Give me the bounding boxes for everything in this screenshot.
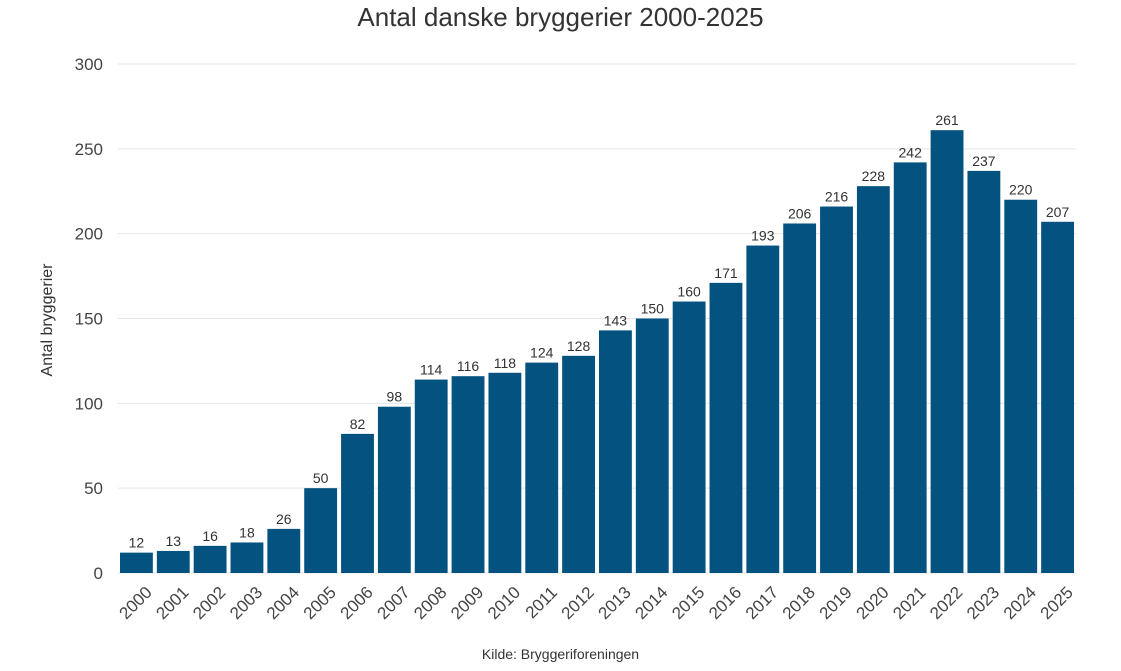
bar-2005: [304, 488, 338, 573]
x-tick-label: 2013: [595, 583, 635, 623]
y-tick-label: 150: [75, 310, 103, 329]
bar-2018: [783, 223, 817, 573]
data-label: 216: [825, 189, 849, 205]
x-tick-label: 2025: [1037, 583, 1077, 623]
bar-2001: [156, 550, 190, 573]
bar-2025: [1041, 221, 1074, 574]
x-tick-label: 2016: [705, 583, 745, 623]
x-tick-label: 2004: [263, 583, 303, 623]
x-tick-label: 2001: [152, 583, 192, 623]
bar-2017: [746, 245, 780, 573]
data-label: 128: [567, 338, 591, 354]
data-label: 237: [972, 153, 996, 169]
data-label: 82: [350, 416, 366, 432]
y-tick-label: 250: [75, 140, 103, 159]
y-tick-label: 300: [75, 55, 103, 74]
y-tick-label: 100: [75, 394, 103, 413]
x-tick-label: 2024: [1000, 583, 1040, 623]
x-tick-label: 2017: [742, 583, 782, 623]
x-tick-label: 2022: [926, 583, 966, 623]
bar-2000: [120, 552, 153, 573]
bar-2015: [672, 301, 706, 573]
data-label: 171: [714, 265, 738, 281]
data-label: 143: [604, 312, 628, 328]
x-tick-label: 2003: [226, 583, 266, 623]
data-label: 207: [1046, 204, 1070, 220]
y-tick-label: 200: [75, 225, 103, 244]
x-tick-label: 2011: [522, 583, 561, 622]
x-tick-label: 2002: [189, 583, 229, 623]
bar-2007: [377, 406, 411, 573]
data-label: 13: [165, 533, 181, 549]
x-tick-label: 2023: [963, 583, 1003, 623]
bar-2002: [193, 545, 227, 573]
data-label: 261: [935, 112, 959, 128]
data-label: 50: [313, 470, 329, 486]
x-tick-label: 2000: [116, 583, 156, 623]
x-tick-label: 2021: [889, 583, 929, 623]
x-tick-label: 2009: [447, 583, 487, 623]
chart-title: Antal danske bryggerier 2000-2025: [357, 2, 764, 32]
x-tick-label: 2012: [558, 583, 598, 623]
bar-2024: [1004, 199, 1038, 573]
data-label: 98: [387, 389, 403, 405]
data-label: 16: [202, 528, 218, 544]
chart-source: Kilde: Bryggeriforeningen: [481, 646, 640, 662]
x-tick-label: 2019: [816, 583, 856, 623]
data-label: 116: [457, 358, 480, 374]
bar-2014: [635, 318, 669, 573]
x-tick-label: 2014: [631, 583, 671, 623]
bar-2019: [820, 206, 853, 573]
bar-2004: [267, 528, 301, 573]
data-label: 228: [862, 168, 886, 184]
bar-2020: [856, 186, 890, 573]
bar-2010: [488, 372, 522, 573]
data-label: 242: [899, 144, 923, 160]
bar-2003: [230, 542, 264, 573]
bar-2012: [562, 355, 595, 573]
data-label: 193: [751, 228, 775, 244]
x-tick-label: 2010: [484, 583, 524, 623]
bars: [120, 130, 1074, 574]
data-label: 12: [129, 535, 145, 551]
y-tick-label: 0: [94, 564, 103, 583]
bar-2008: [414, 379, 448, 573]
bar-2013: [599, 330, 632, 573]
x-axis-ticks: 2000200120022003200420052006200720082009…: [116, 583, 1077, 623]
bar-2016: [709, 282, 743, 573]
data-label: 220: [1009, 182, 1033, 198]
data-label: 18: [239, 524, 255, 540]
bar-2021: [893, 162, 927, 573]
bar-2023: [967, 170, 1001, 573]
data-label: 118: [494, 355, 517, 371]
data-label: 26: [276, 511, 292, 527]
data-label: 114: [420, 362, 443, 378]
y-axis-ticks: 0 50 100 150 200 250 300: [75, 55, 103, 583]
data-label: 206: [788, 205, 812, 221]
y-axis-title: Antal bryggerier: [39, 263, 56, 377]
bar-2009: [451, 376, 485, 573]
bar-2011: [525, 362, 559, 573]
data-label: 150: [641, 301, 665, 317]
bar-2006: [341, 433, 374, 573]
x-tick-label: 2007: [373, 583, 413, 623]
y-tick-label: 50: [84, 479, 103, 498]
data-labels: 12 13 16 18 26 50 82 98 114 116 118 124 128 143 150 160…: [129, 112, 1070, 550]
x-tick-label: 2015: [668, 583, 708, 623]
x-tick-label: 2008: [410, 583, 450, 623]
bar-2022: [930, 130, 964, 574]
x-tick-label: 2005: [300, 583, 340, 623]
x-tick-label: 2020: [852, 583, 892, 623]
x-tick-label: 2006: [337, 583, 377, 623]
data-label: 160: [677, 284, 701, 300]
x-tick-label: 2018: [779, 583, 819, 623]
data-label: 124: [530, 345, 554, 361]
